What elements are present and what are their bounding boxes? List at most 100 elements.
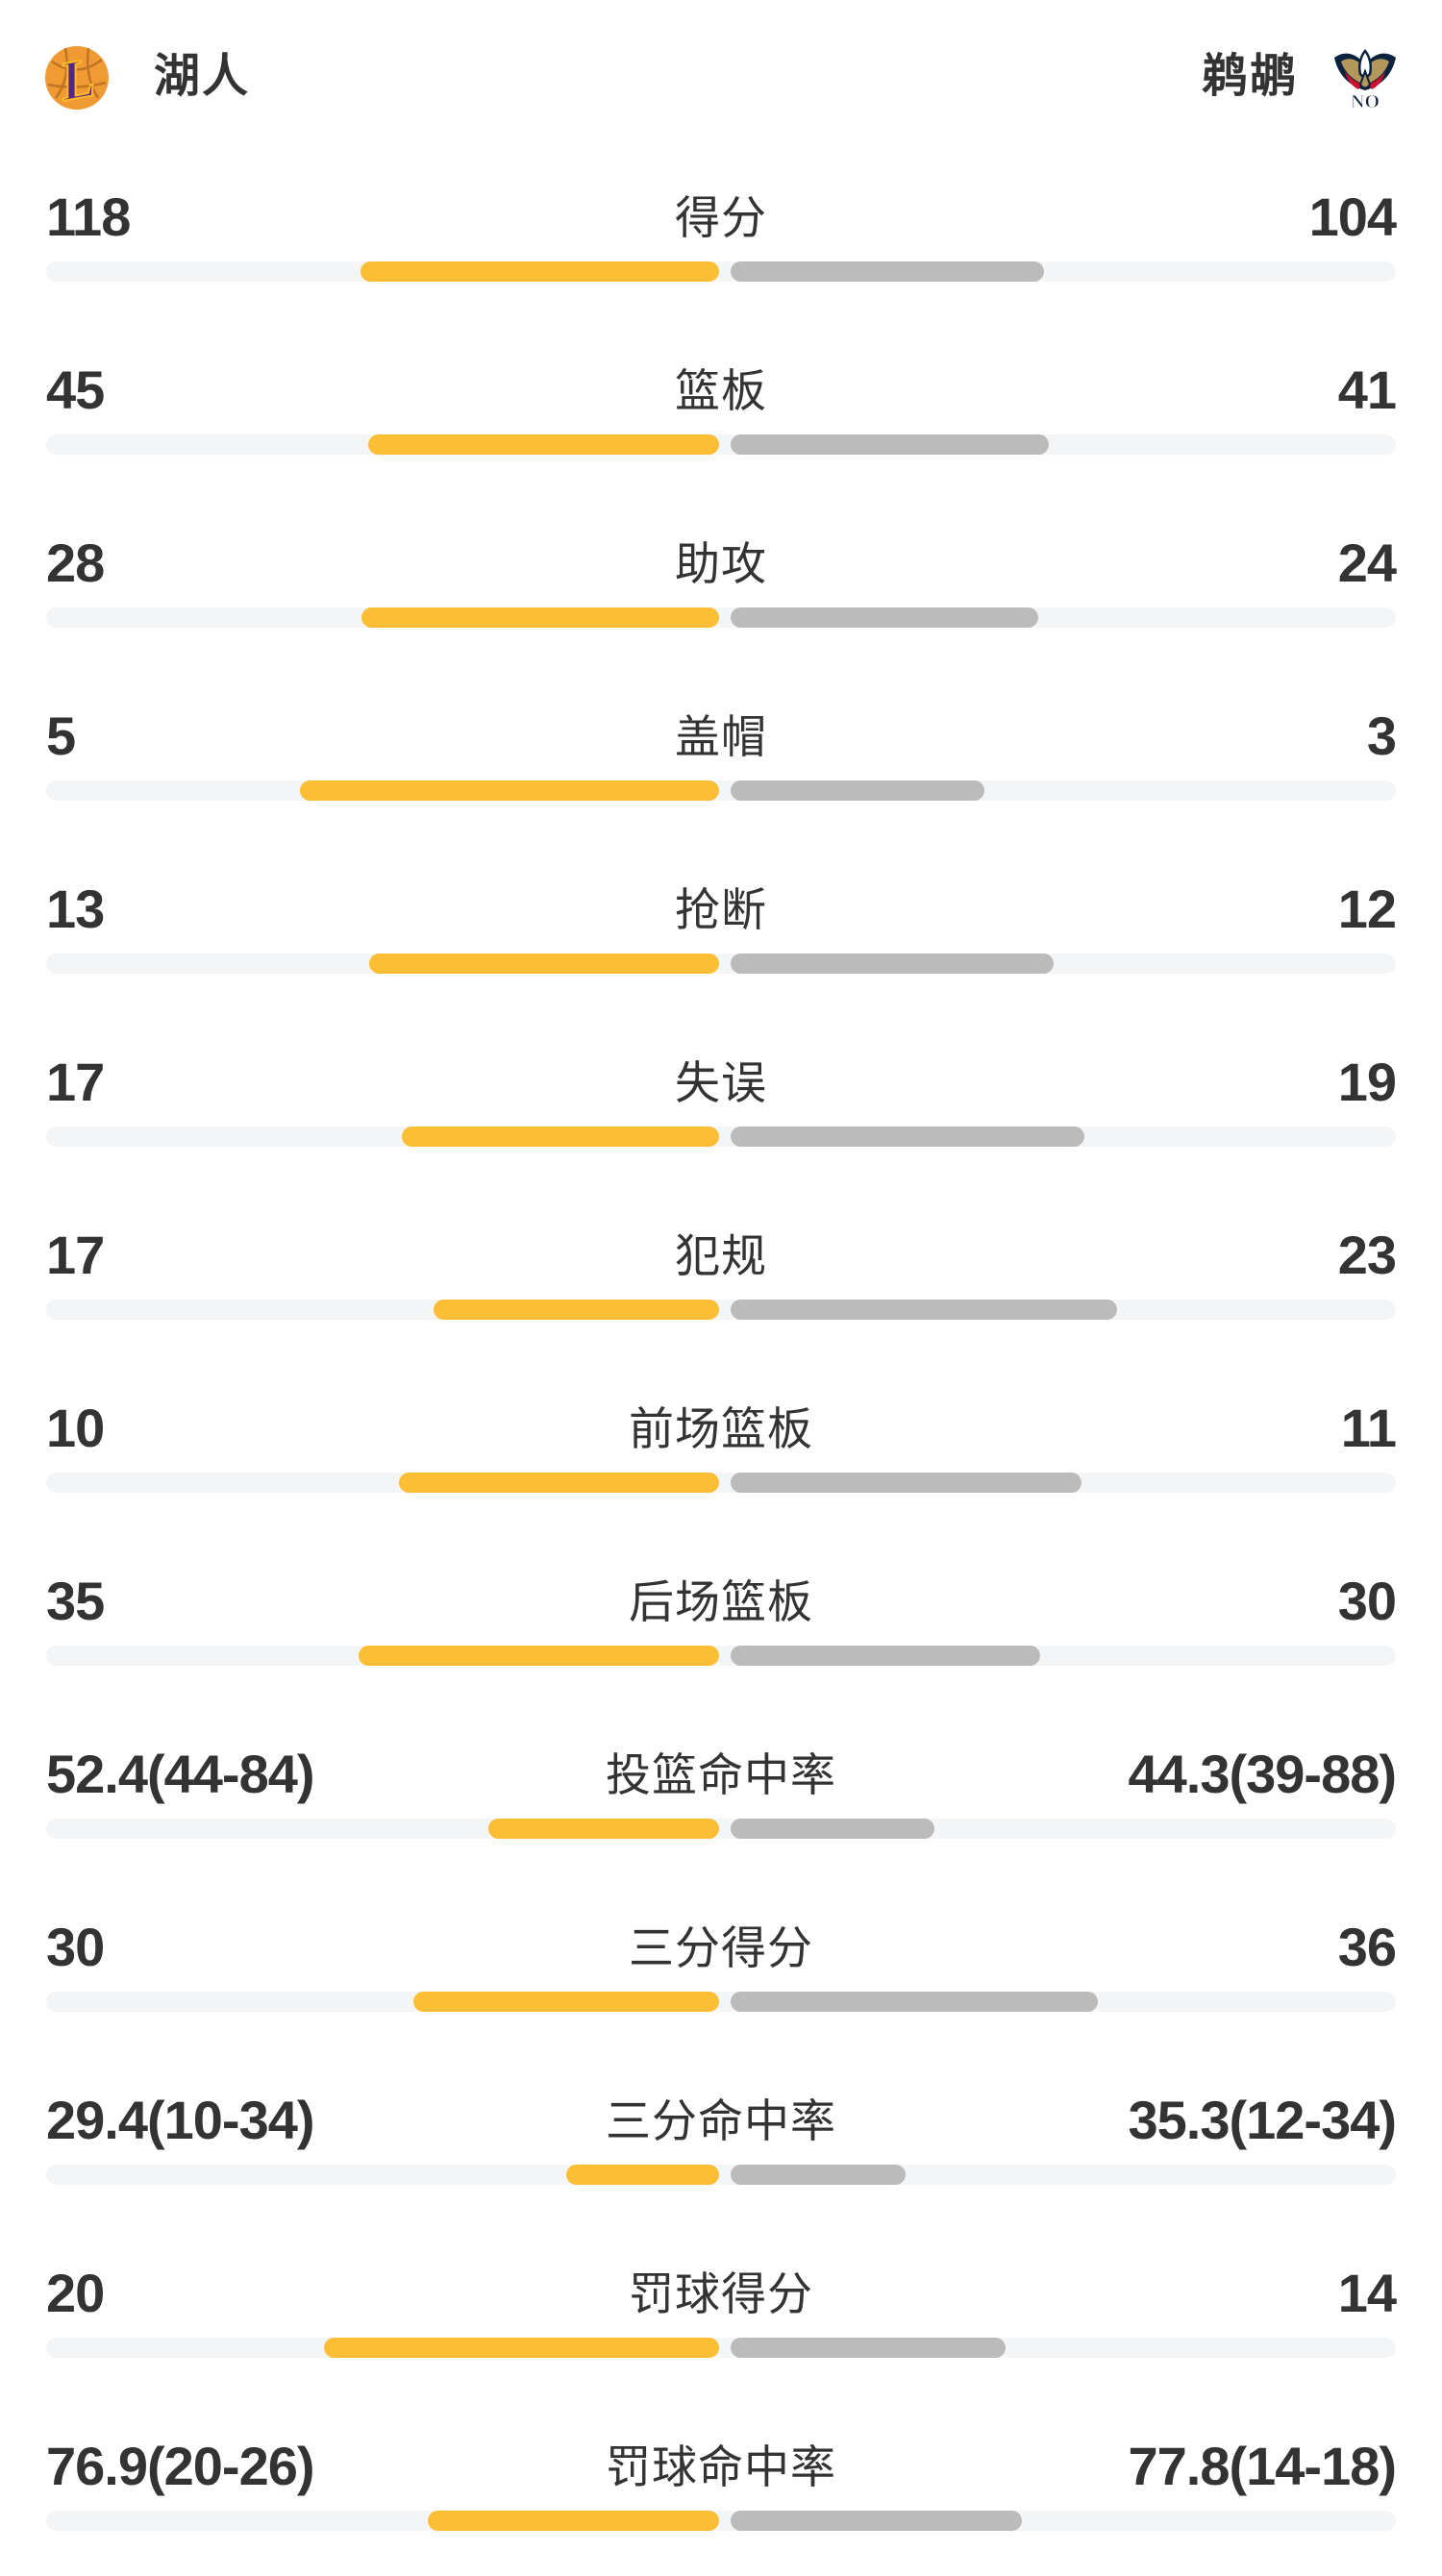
away-value: 14 bbox=[1337, 2263, 1397, 2323]
bar-track bbox=[46, 2511, 1396, 2531]
home-bar bbox=[488, 1819, 719, 1839]
away-bar bbox=[731, 1473, 1082, 1493]
stat-label: 盖帽 bbox=[675, 710, 767, 762]
stat-label: 前场篮板 bbox=[629, 1402, 813, 1454]
home-value: 10 bbox=[46, 1398, 105, 1458]
stat-row-text: 76.9(20-26) 罚球命中率 77.8(14-18) bbox=[0, 2422, 1442, 2511]
stat-label: 三分得分 bbox=[629, 1921, 813, 1973]
away-bar bbox=[731, 607, 1038, 628]
stat-row: 10 前场篮板 11 bbox=[0, 1384, 1442, 1538]
home-value: 35 bbox=[46, 1571, 105, 1631]
away-bar bbox=[731, 1992, 1098, 2012]
away-bar bbox=[731, 2165, 906, 2185]
stat-row: 20 罚球得分 14 bbox=[0, 2249, 1442, 2403]
away-value: 35.3(12-34) bbox=[1128, 2090, 1397, 2150]
stat-row-text: 45 篮板 41 bbox=[0, 346, 1442, 434]
bar-track bbox=[46, 2165, 1396, 2185]
stat-row: 17 失误 19 bbox=[0, 1038, 1442, 1192]
stat-label: 犯规 bbox=[675, 1229, 767, 1281]
home-bar bbox=[368, 434, 719, 455]
away-value: 36 bbox=[1337, 1917, 1397, 1977]
stat-row-text: 30 三分得分 36 bbox=[0, 1903, 1442, 1992]
stat-label: 投篮命中率 bbox=[606, 1748, 836, 1800]
home-team-header: L 湖人 bbox=[42, 42, 250, 111]
home-value: 30 bbox=[46, 1917, 105, 1977]
stat-label: 篮板 bbox=[675, 364, 767, 416]
home-bar bbox=[402, 1127, 719, 1147]
away-team-name: 鹈鹕 bbox=[1201, 51, 1298, 102]
home-bar bbox=[428, 2511, 719, 2531]
home-value: 52.4(44-84) bbox=[46, 1744, 315, 1804]
stat-row: 13 抢断 12 bbox=[0, 865, 1442, 1019]
bar-track bbox=[46, 1646, 1396, 1666]
bar-track bbox=[46, 1300, 1396, 1320]
stat-row-text: 28 助攻 24 bbox=[0, 519, 1442, 607]
stat-row: 17 犯规 23 bbox=[0, 1211, 1442, 1365]
stat-row: 52.4(44-84) 投篮命中率 44.3(39-88) bbox=[0, 1730, 1442, 1884]
home-bar bbox=[399, 1473, 719, 1493]
away-value: 44.3(39-88) bbox=[1128, 1744, 1397, 1804]
stat-row-text: 5 盖帽 3 bbox=[0, 692, 1442, 780]
away-bar bbox=[731, 1127, 1084, 1147]
home-value: 45 bbox=[46, 359, 105, 420]
home-bar bbox=[300, 780, 719, 801]
stat-row: 76.9(20-26) 罚球命中率 77.8(14-18) bbox=[0, 2422, 1442, 2576]
stat-row-text: 17 失误 19 bbox=[0, 1038, 1442, 1127]
home-value: 29.4(10-34) bbox=[46, 2090, 315, 2150]
home-value: 5 bbox=[46, 706, 76, 766]
bar-track bbox=[46, 2338, 1396, 2358]
away-value: 24 bbox=[1337, 533, 1397, 593]
stat-row-text: 35 后场篮板 30 bbox=[0, 1557, 1442, 1646]
stat-row: 30 三分得分 36 bbox=[0, 1903, 1442, 2057]
stat-row: 45 篮板 41 bbox=[0, 346, 1442, 500]
away-bar bbox=[731, 2511, 1022, 2531]
stat-row: 35 后场篮板 30 bbox=[0, 1557, 1442, 1711]
home-bar bbox=[434, 1300, 719, 1320]
bar-track bbox=[46, 1473, 1396, 1493]
stat-row-text: 52.4(44-84) 投篮命中率 44.3(39-88) bbox=[0, 1730, 1442, 1819]
bar-track bbox=[46, 434, 1396, 455]
home-value: 17 bbox=[46, 1225, 105, 1285]
away-value: 19 bbox=[1337, 1052, 1397, 1112]
stat-label: 三分命中率 bbox=[606, 2094, 836, 2146]
away-value: 104 bbox=[1308, 186, 1397, 247]
home-value: 118 bbox=[46, 186, 131, 247]
stat-row-text: 29.4(10-34) 三分命中率 35.3(12-34) bbox=[0, 2076, 1442, 2165]
stat-row-text: 10 前场篮板 11 bbox=[0, 1384, 1442, 1473]
bar-track bbox=[46, 1992, 1396, 2012]
stat-row: 29.4(10-34) 三分命中率 35.3(12-34) bbox=[0, 2076, 1442, 2230]
away-value: 11 bbox=[1340, 1398, 1397, 1458]
away-value: 30 bbox=[1337, 1571, 1397, 1631]
home-bar bbox=[369, 954, 719, 974]
away-value: 77.8(14-18) bbox=[1128, 2436, 1397, 2496]
stat-label: 抢断 bbox=[675, 883, 767, 935]
home-bar bbox=[413, 1992, 719, 2012]
away-bar bbox=[731, 1300, 1117, 1320]
pelicans-logo-icon: NO bbox=[1334, 49, 1396, 111]
home-bar bbox=[359, 1646, 719, 1666]
away-value: 12 bbox=[1337, 879, 1397, 939]
bar-track bbox=[46, 954, 1396, 974]
header: L 湖人 鹈鹕 NO bbox=[0, 0, 1442, 154]
away-bar bbox=[731, 261, 1044, 282]
home-value: 28 bbox=[46, 533, 105, 593]
away-value: 41 bbox=[1337, 359, 1397, 420]
home-bar bbox=[361, 607, 719, 628]
home-value: 17 bbox=[46, 1052, 105, 1112]
home-team-name: 湖人 bbox=[154, 51, 251, 102]
stat-label: 罚球得分 bbox=[629, 2267, 813, 2319]
lakers-logo-icon: L bbox=[45, 44, 109, 111]
stat-label: 得分 bbox=[675, 191, 767, 243]
away-bar bbox=[731, 780, 984, 801]
away-team-header: 鹈鹕 NO bbox=[1202, 42, 1400, 111]
away-bar bbox=[731, 954, 1054, 974]
stat-label: 助攻 bbox=[675, 537, 767, 589]
away-bar bbox=[731, 1646, 1040, 1666]
stat-row-text: 13 抢断 12 bbox=[0, 865, 1442, 954]
stats-list: 118 得分 104 45 篮板 41 28 助攻 bbox=[0, 154, 1442, 2576]
away-bar bbox=[731, 2338, 1006, 2358]
svg-text:NO: NO bbox=[1351, 91, 1380, 111]
bar-track bbox=[46, 1819, 1396, 1839]
stat-label: 后场篮板 bbox=[629, 1575, 813, 1627]
stat-label: 失误 bbox=[675, 1056, 767, 1108]
